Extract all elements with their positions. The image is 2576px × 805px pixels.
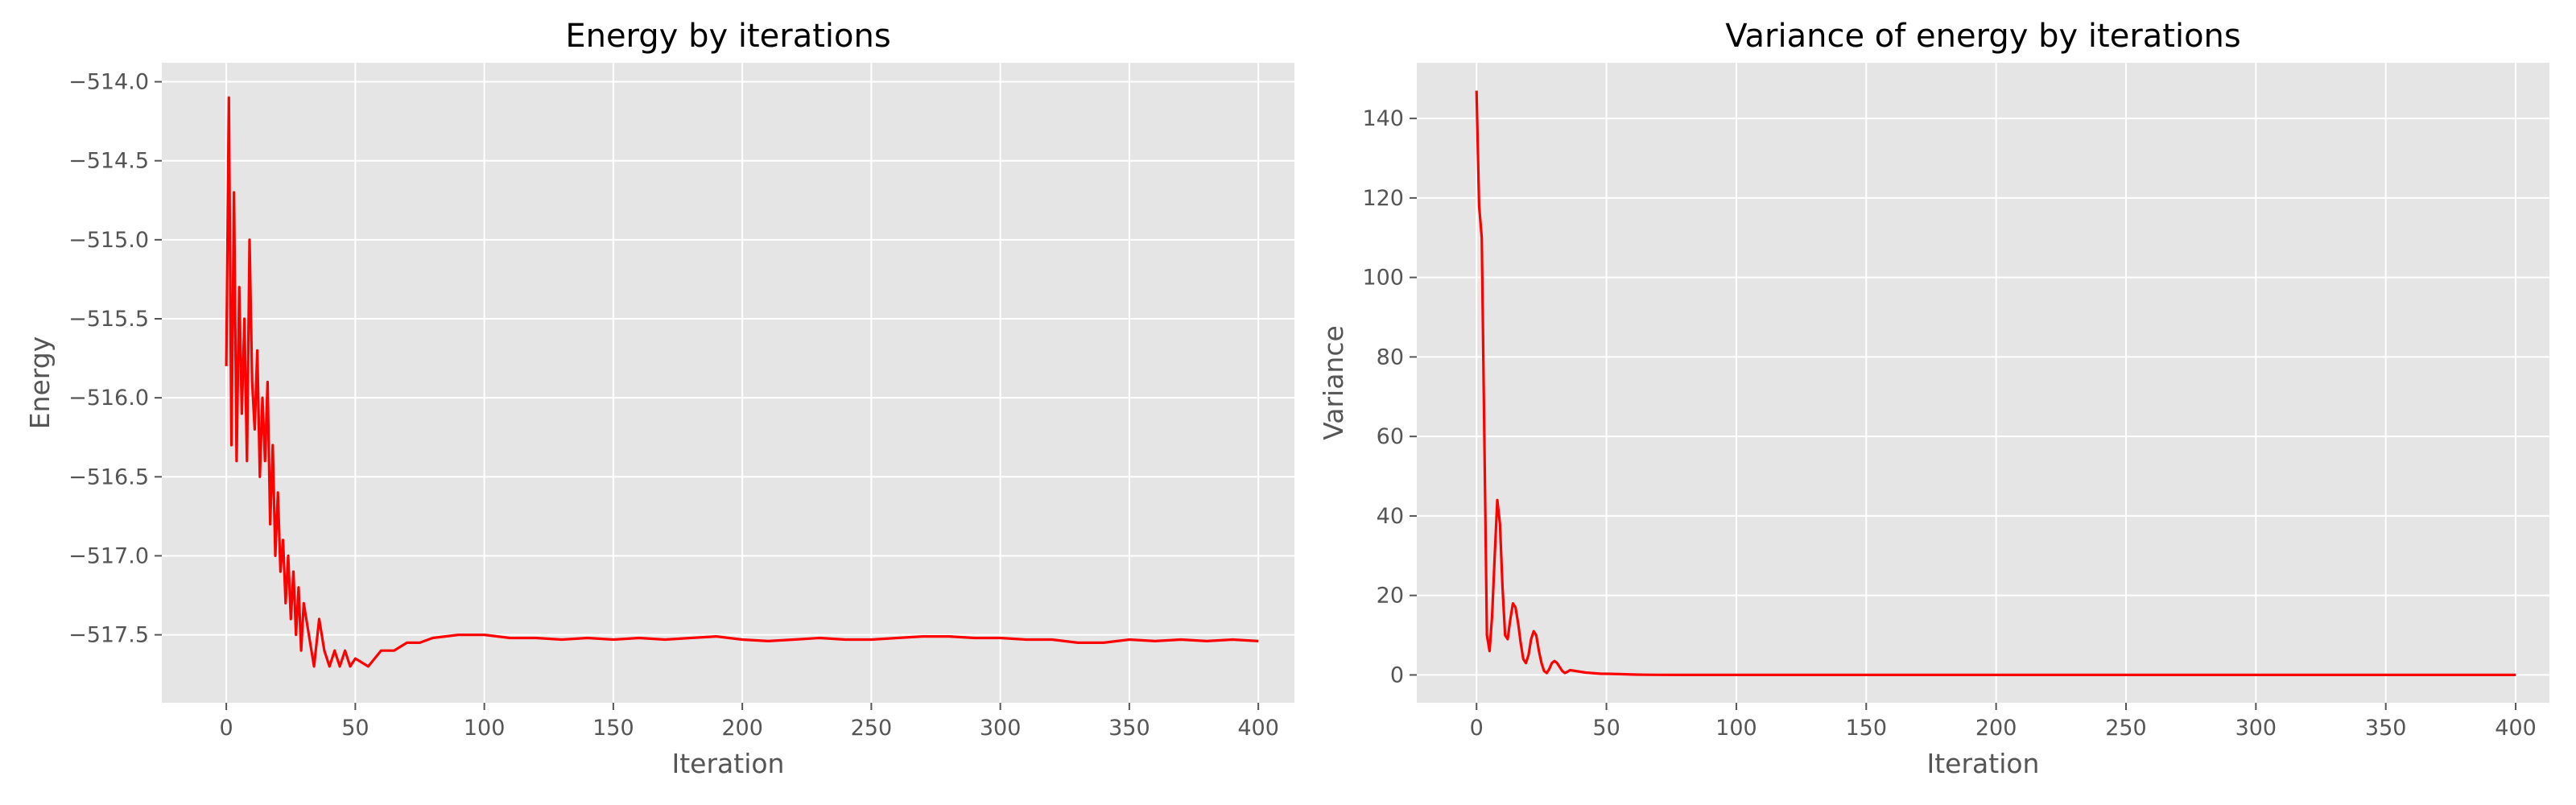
energy-grid bbox=[162, 63, 1294, 703]
variance-y-tick-label: 20 bbox=[1377, 584, 1404, 609]
variance-series-line bbox=[1475, 90, 2516, 677]
variance-x-tick-label: 50 bbox=[1592, 716, 1620, 741]
variance-y-tick-label: 60 bbox=[1377, 424, 1404, 449]
energy-y-axis-label: Energy bbox=[24, 336, 56, 430]
variance-y-tick-label: 40 bbox=[1377, 504, 1404, 529]
energy-x-tick-label: 300 bbox=[980, 716, 1022, 741]
energy-x-tick-label: 100 bbox=[464, 716, 506, 741]
variance-plot-area bbox=[1417, 63, 2549, 703]
energy-x-tick-label: 50 bbox=[341, 716, 369, 741]
variance-x-tick-label: 350 bbox=[2365, 716, 2407, 741]
energy-x-tick-label: 200 bbox=[721, 716, 763, 741]
energy-x-tick-label: 250 bbox=[851, 716, 893, 741]
energy-chart-title: Energy by iterations bbox=[565, 18, 890, 55]
variance-chart-title: Variance of energy by iterations bbox=[1725, 18, 2240, 55]
energy-series-line bbox=[225, 96, 1259, 668]
variance-chart: 0 50 100 150 200 250 300 350 400 0 20 40 60 80 100 120 1… bbox=[1318, 18, 2549, 779]
energy-x-axis-label: Iteration bbox=[672, 748, 785, 779]
variance-y-tick-label: 100 bbox=[1362, 266, 1404, 291]
energy-y-tick-label: −517.5 bbox=[68, 623, 149, 648]
variance-y-tick-label: 120 bbox=[1362, 186, 1404, 211]
energy-y-tick-label: −516.5 bbox=[68, 464, 149, 489]
variance-x-tick-label: 0 bbox=[1470, 716, 1484, 741]
variance-x-tick-label: 100 bbox=[1715, 716, 1757, 741]
energy-y-tick-label: −514.5 bbox=[68, 149, 149, 174]
variance-x-axis-label: Iteration bbox=[1927, 748, 2040, 779]
variance-y-tick-label: 0 bbox=[1390, 663, 1404, 687]
energy-x-tick-label: 150 bbox=[592, 716, 634, 741]
variance-x-tick-label: 250 bbox=[2105, 716, 2147, 741]
variance-x-tick-label: 300 bbox=[2235, 716, 2277, 741]
energy-x-tick-label: 0 bbox=[220, 716, 233, 741]
energy-y-tick-label: −514.0 bbox=[68, 70, 149, 95]
energy-ticks: 0 50 100 150 200 250 300 350 400 −514.0 −514.5 −515… bbox=[68, 70, 1279, 741]
variance-line-layer bbox=[1475, 90, 2516, 677]
variance-x-tick-label: 200 bbox=[1975, 716, 2017, 741]
variance-x-tick-label: 150 bbox=[1846, 716, 1888, 741]
energy-y-tick-label: −517.0 bbox=[68, 543, 149, 568]
energy-chart: 0 50 100 150 200 250 300 350 400 −514.0 −514.5 −515… bbox=[24, 18, 1294, 779]
energy-line-layer bbox=[225, 96, 1259, 668]
variance-x-tick-label: 400 bbox=[2495, 716, 2537, 741]
energy-x-tick-label: 350 bbox=[1108, 716, 1150, 741]
variance-grid bbox=[1417, 63, 2549, 703]
energy-plot-area bbox=[162, 63, 1294, 703]
energy-x-tick-label: 400 bbox=[1237, 716, 1279, 741]
variance-y-tick-label: 140 bbox=[1362, 106, 1404, 131]
energy-y-tick-label: −516.0 bbox=[68, 386, 149, 411]
variance-y-axis-label: Variance bbox=[1318, 325, 1349, 440]
variance-ticks: 0 50 100 150 200 250 300 350 400 0 20 40 60 80 100 120 1… bbox=[1362, 106, 2536, 741]
energy-y-tick-label: −515.0 bbox=[68, 228, 149, 253]
energy-y-tick-label: −515.5 bbox=[68, 307, 149, 332]
variance-y-tick-label: 80 bbox=[1377, 345, 1404, 369]
